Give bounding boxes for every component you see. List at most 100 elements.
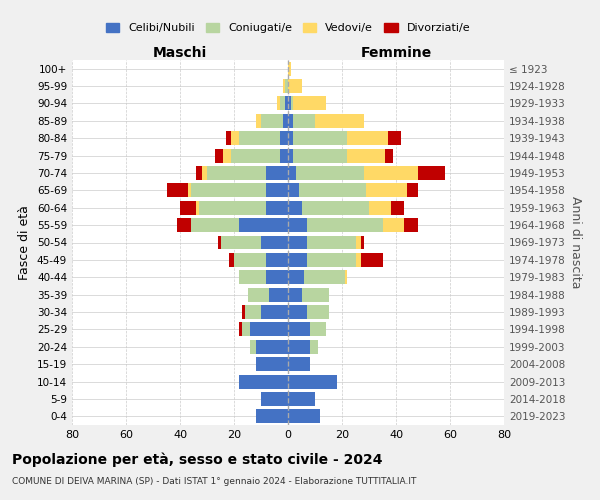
Bar xyxy=(293,148,347,162)
Bar xyxy=(261,305,288,319)
Bar xyxy=(288,79,302,93)
Bar xyxy=(266,270,288,284)
Bar xyxy=(248,288,269,302)
Bar xyxy=(250,322,288,336)
Bar xyxy=(404,218,418,232)
Bar xyxy=(304,270,344,284)
Bar xyxy=(388,132,401,145)
Bar xyxy=(315,114,364,128)
Bar xyxy=(288,218,307,232)
Bar xyxy=(288,322,310,336)
Bar xyxy=(261,392,288,406)
Bar xyxy=(355,236,361,250)
Bar xyxy=(261,114,283,128)
Bar xyxy=(277,96,280,110)
Bar xyxy=(383,218,404,232)
Bar xyxy=(288,236,307,250)
Bar xyxy=(299,184,366,198)
Bar xyxy=(369,201,391,214)
Text: Popolazione per età, sesso e stato civile - 2024: Popolazione per età, sesso e stato civil… xyxy=(12,452,383,467)
Bar xyxy=(286,79,288,93)
Bar xyxy=(199,201,266,214)
Bar xyxy=(288,184,299,198)
Bar xyxy=(239,270,266,284)
Bar xyxy=(293,114,315,128)
Y-axis label: Anni di nascita: Anni di nascita xyxy=(569,196,582,289)
Bar xyxy=(361,236,364,250)
Bar xyxy=(288,148,293,162)
Text: COMUNE DI DEIVA MARINA (SP) - Dati ISTAT 1° gennaio 2024 - Elaborazione TUTTITAL: COMUNE DI DEIVA MARINA (SP) - Dati ISTAT… xyxy=(12,478,416,486)
Bar xyxy=(232,132,239,145)
Bar xyxy=(239,132,280,145)
Bar xyxy=(283,114,288,128)
Bar xyxy=(280,96,286,110)
Bar xyxy=(202,166,207,180)
Bar xyxy=(288,270,304,284)
Y-axis label: Fasce di età: Fasce di età xyxy=(19,205,31,280)
Bar xyxy=(218,236,221,250)
Bar xyxy=(266,184,288,198)
Bar xyxy=(288,392,315,406)
Bar xyxy=(286,96,288,110)
Bar xyxy=(266,253,288,267)
Text: Femmine: Femmine xyxy=(361,46,431,60)
Bar xyxy=(239,374,288,388)
Bar xyxy=(293,96,326,110)
Bar xyxy=(256,340,288,353)
Legend: Celibi/Nubili, Coniugati/e, Vedovi/e, Divorziati/e: Celibi/Nubili, Coniugati/e, Vedovi/e, Di… xyxy=(101,18,475,38)
Bar xyxy=(355,253,361,267)
Bar xyxy=(178,218,191,232)
Bar xyxy=(226,132,232,145)
Bar xyxy=(239,218,288,232)
Bar xyxy=(288,166,296,180)
Bar xyxy=(245,305,261,319)
Bar xyxy=(167,184,188,198)
Bar xyxy=(288,96,290,110)
Bar xyxy=(288,114,293,128)
Bar xyxy=(232,148,280,162)
Bar xyxy=(180,201,196,214)
Bar xyxy=(266,201,288,214)
Bar xyxy=(307,305,329,319)
Bar xyxy=(418,166,445,180)
Bar xyxy=(407,184,418,198)
Bar xyxy=(391,201,404,214)
Bar xyxy=(307,218,383,232)
Bar xyxy=(361,253,383,267)
Bar xyxy=(207,166,266,180)
Bar xyxy=(256,114,261,128)
Bar xyxy=(242,305,245,319)
Bar xyxy=(215,148,223,162)
Bar xyxy=(288,410,320,424)
Bar xyxy=(196,166,202,180)
Bar xyxy=(280,132,288,145)
Bar xyxy=(347,132,388,145)
Bar xyxy=(191,218,239,232)
Bar xyxy=(364,166,418,180)
Bar xyxy=(256,357,288,371)
Bar xyxy=(288,374,337,388)
Bar xyxy=(256,410,288,424)
Bar xyxy=(302,288,329,302)
Bar xyxy=(266,166,288,180)
Bar xyxy=(344,270,347,284)
Bar xyxy=(223,148,232,162)
Bar xyxy=(310,322,326,336)
Bar xyxy=(366,184,407,198)
Bar xyxy=(302,201,369,214)
Bar xyxy=(188,184,191,198)
Bar xyxy=(283,79,286,93)
Bar xyxy=(239,322,242,336)
Bar xyxy=(269,288,288,302)
Bar xyxy=(221,236,261,250)
Bar xyxy=(229,253,234,267)
Bar xyxy=(288,357,310,371)
Bar xyxy=(196,201,199,214)
Bar xyxy=(288,62,290,76)
Bar xyxy=(288,288,302,302)
Bar xyxy=(288,201,302,214)
Bar xyxy=(280,148,288,162)
Bar xyxy=(288,305,307,319)
Bar xyxy=(307,236,355,250)
Bar xyxy=(307,253,355,267)
